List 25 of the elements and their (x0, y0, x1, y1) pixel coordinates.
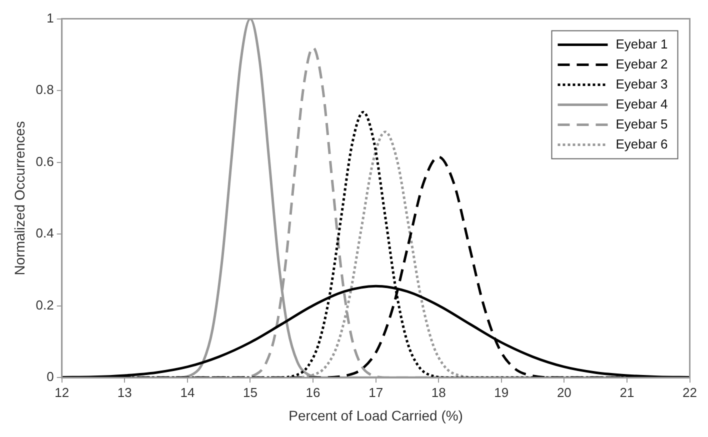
y-tick-label: 0 (46, 369, 54, 384)
x-tick-label: 22 (682, 384, 698, 400)
x-tick-label: 21 (620, 384, 634, 400)
x-tick-label: 19 (494, 384, 509, 400)
legend-label: Eyebar 2 (616, 56, 668, 72)
legend-label: Eyebar 4 (616, 96, 668, 112)
x-tick-label: 13 (117, 384, 132, 400)
x-tick-label: 15 (243, 384, 258, 400)
y-tick-label: 0.4 (36, 226, 54, 241)
legend-label: Eyebar 3 (616, 76, 668, 92)
y-tick-label: 0.8 (36, 82, 54, 98)
legend-label: Eyebar 1 (616, 36, 668, 52)
legend-label: Eyebar 5 (616, 116, 668, 132)
y-axis-title: Normalized Occurrences (11, 121, 28, 276)
x-tick-label: 12 (54, 384, 70, 400)
x-tick-label: 16 (306, 384, 320, 400)
x-tick-label: 18 (431, 384, 446, 400)
y-tick-label: 0.6 (36, 154, 54, 169)
x-tick-label: 17 (368, 384, 384, 400)
x-axis-title: Percent of Load Carried (%) (288, 407, 463, 424)
y-tick-label: 0.2 (36, 297, 54, 312)
x-tick-label: 20 (556, 384, 572, 400)
x-tick-label: 14 (180, 384, 195, 400)
y-tick-label: 1 (46, 10, 54, 26)
legend-label: Eyebar 6 (616, 136, 668, 152)
